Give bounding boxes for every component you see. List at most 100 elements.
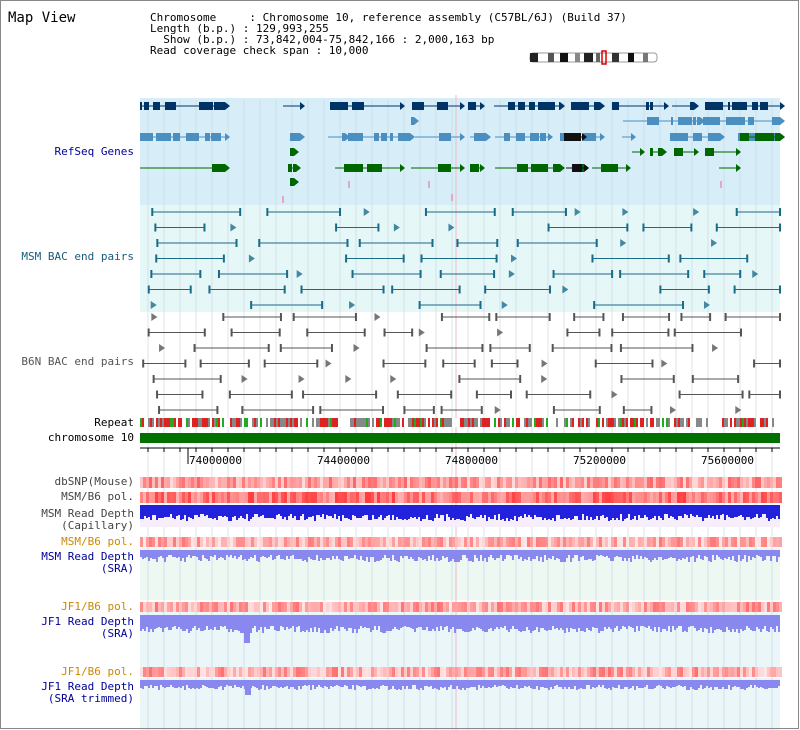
chromosome-label[interactable]: chromosome 10 — [47, 431, 134, 444]
depth-bar — [716, 680, 718, 687]
depth-bar — [432, 615, 434, 629]
depth-bar — [314, 680, 316, 689]
depth-bar — [606, 615, 608, 629]
pol-cell — [668, 477, 671, 488]
bac-end — [707, 285, 710, 294]
bac-end-arrow — [494, 406, 501, 414]
pol-cell — [551, 477, 554, 488]
depth-bar — [660, 505, 662, 518]
depth-bar — [638, 505, 640, 515]
bac-end — [673, 328, 676, 337]
pol-cell — [686, 602, 689, 612]
jf1-depth-sra-label[interactable]: JF1 Read Depth (SRA) — [4, 616, 134, 640]
depth-bar — [218, 550, 220, 558]
depth-bar — [556, 680, 558, 685]
pol-cell — [770, 667, 773, 677]
pol-cell — [680, 602, 683, 612]
depth-bar — [298, 615, 300, 626]
pol-cell — [752, 667, 755, 677]
bac-end — [155, 254, 158, 263]
pol-cell — [368, 492, 371, 503]
bac-end — [239, 208, 242, 216]
depth-bar — [568, 550, 570, 555]
msm-depth-capillary-label[interactable]: MSM Read Depth (Capillary) — [4, 508, 134, 532]
depth-bar — [302, 550, 304, 561]
depth-bar — [712, 680, 714, 690]
pol-cell — [275, 602, 278, 612]
depth-bar — [580, 615, 582, 631]
bac-end — [691, 375, 694, 383]
repeat-label[interactable]: Repeat — [94, 416, 134, 429]
b6n-bac-label[interactable]: B6N BAC end pairs — [21, 355, 134, 368]
depth-bar — [340, 615, 342, 627]
depth-bar — [720, 505, 722, 515]
pol-cell — [398, 602, 401, 612]
depth-bar — [576, 505, 578, 516]
depth-bar — [354, 505, 356, 516]
coverage-span-line: Read coverage check span : 10,000 — [150, 44, 369, 57]
pol-cell — [773, 602, 776, 612]
msm-pol-capillary-label[interactable]: MSM/B6 pol. — [61, 490, 134, 503]
depth-bar — [446, 550, 448, 557]
depth-bar — [254, 615, 256, 626]
msm-pol-sra-label[interactable]: MSM/B6 pol. — [61, 535, 134, 548]
depth-bar — [158, 680, 160, 690]
pol-cell — [605, 667, 608, 677]
pol-cell — [353, 602, 356, 612]
depth-bar — [362, 550, 364, 560]
msm-bac-label[interactable]: MSM BAC end pairs — [21, 250, 134, 263]
pol-cell — [353, 537, 356, 547]
gene-exon — [367, 164, 382, 172]
gene-exon — [693, 117, 696, 125]
pol-cell — [305, 537, 308, 547]
repeat-bar — [542, 418, 544, 427]
bac-end-arrow — [622, 208, 629, 216]
pol-cell — [614, 602, 617, 612]
pol-cell — [464, 477, 467, 488]
pol-cell — [221, 492, 224, 503]
pol-cell — [761, 667, 764, 677]
pol-cell — [452, 477, 455, 488]
depth-bar — [152, 615, 154, 632]
depth-bar — [304, 550, 306, 560]
pol-cell — [347, 667, 350, 677]
gene-exon — [583, 133, 596, 141]
depth-bar — [286, 505, 288, 520]
pol-cell — [278, 477, 281, 488]
pol-cell — [527, 667, 530, 677]
pol-cell — [176, 492, 179, 503]
depth-bar — [466, 615, 468, 632]
msm-depth-sra-label[interactable]: MSM Read Depth (SRA) — [4, 551, 134, 575]
depth-bar — [258, 680, 260, 690]
pol-cell — [647, 537, 650, 547]
pol-cell — [638, 537, 641, 547]
depth-bar — [270, 505, 272, 518]
bac-end — [267, 344, 270, 352]
depth-bar — [460, 615, 462, 629]
repeat-bar — [240, 418, 242, 427]
jf1-pol-sra-label[interactable]: JF1/B6 pol. — [61, 600, 134, 613]
pol-cell — [404, 492, 407, 503]
pol-cell — [269, 602, 272, 612]
depth-bar — [258, 505, 260, 517]
depth-bar — [756, 680, 758, 687]
jf1-pol-trimmed-label[interactable]: JF1/B6 pol. — [61, 665, 134, 678]
pol-cell — [467, 492, 470, 503]
pol-cell — [491, 667, 494, 677]
gene-exon — [470, 164, 479, 172]
dbsnp-label[interactable]: dbSNP(Mouse) — [54, 475, 134, 488]
repeat-bar — [468, 418, 470, 427]
pol-cell — [206, 492, 209, 503]
depth-bar — [264, 680, 266, 690]
refseq-genes-label[interactable]: RefSeq Genes — [54, 145, 134, 158]
gene-arrow — [694, 148, 699, 156]
depth-bar — [638, 680, 640, 688]
jf1-depth-trimmed-label[interactable]: JF1 Read Depth (SRA trimmed) — [4, 681, 134, 705]
depth-bar — [734, 505, 736, 517]
pol-cell — [386, 477, 389, 488]
bac-end — [493, 208, 496, 216]
depth-bar — [272, 680, 274, 686]
depth-bar — [224, 505, 226, 516]
depth-bar — [666, 680, 668, 686]
